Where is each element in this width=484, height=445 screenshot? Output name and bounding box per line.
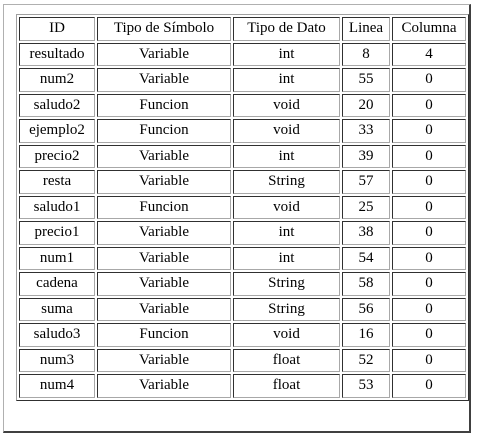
- table-row: num1 Variable int 54 0: [19, 246, 466, 270]
- cell-tipo-dato: int: [233, 221, 340, 245]
- table-row: suma Variable String 56 0: [19, 297, 466, 321]
- header-columna: Columna: [392, 17, 466, 41]
- table-row: cadena Variable String 58 0: [19, 272, 466, 296]
- cell-id: precio1: [19, 221, 95, 245]
- cell-tipo-dato: void: [233, 119, 340, 143]
- cell-tipo-dato: int: [233, 68, 340, 92]
- cell-linea: 57: [342, 170, 390, 194]
- cell-id: saludo3: [19, 323, 95, 347]
- cell-tipo-simbolo: Variable: [97, 42, 231, 66]
- cell-linea: 58: [342, 272, 390, 296]
- cell-tipo-dato: void: [233, 93, 340, 117]
- cell-id: num4: [19, 374, 95, 398]
- cell-tipo-dato: int: [233, 144, 340, 168]
- table-row: num3 Variable float 52 0: [19, 348, 466, 372]
- cell-id: precio2: [19, 144, 95, 168]
- cell-linea: 39: [342, 144, 390, 168]
- cell-tipo-dato: String: [233, 170, 340, 194]
- cell-tipo-simbolo: Funcion: [97, 323, 231, 347]
- cell-tipo-dato: String: [233, 297, 340, 321]
- cell-linea: 38: [342, 221, 390, 245]
- table-row: saludo2 Funcion void 20 0: [19, 93, 466, 117]
- cell-id: cadena: [19, 272, 95, 296]
- cell-tipo-simbolo: Variable: [97, 374, 231, 398]
- cell-columna: 0: [392, 93, 466, 117]
- cell-tipo-dato: float: [233, 348, 340, 372]
- header-row: ID Tipo de Símbolo Tipo de Dato Linea Co…: [19, 17, 466, 41]
- header-tipo-simbolo: Tipo de Símbolo: [97, 17, 231, 41]
- cell-tipo-simbolo: Variable: [97, 348, 231, 372]
- cell-tipo-simbolo: Variable: [97, 246, 231, 270]
- cell-columna: 0: [392, 272, 466, 296]
- cell-tipo-dato: String: [233, 272, 340, 296]
- header-tipo-dato: Tipo de Dato: [233, 17, 340, 41]
- cell-tipo-dato: void: [233, 195, 340, 219]
- cell-id: num1: [19, 246, 95, 270]
- cell-linea: 55: [342, 68, 390, 92]
- symbol-table: ID Tipo de Símbolo Tipo de Dato Linea Co…: [16, 14, 469, 401]
- cell-tipo-simbolo: Funcion: [97, 195, 231, 219]
- cell-columna: 0: [392, 195, 466, 219]
- cell-linea: 33: [342, 119, 390, 143]
- cell-id: num3: [19, 348, 95, 372]
- table-row: ejemplo2 Funcion void 33 0: [19, 119, 466, 143]
- cell-columna: 0: [392, 119, 466, 143]
- cell-tipo-simbolo: Variable: [97, 221, 231, 245]
- cell-id: saludo1: [19, 195, 95, 219]
- cell-tipo-dato: float: [233, 374, 340, 398]
- header-linea: Linea: [342, 17, 390, 41]
- cell-tipo-simbolo: Variable: [97, 170, 231, 194]
- cell-linea: 20: [342, 93, 390, 117]
- cell-columna: 0: [392, 297, 466, 321]
- cell-id: num2: [19, 68, 95, 92]
- cell-linea: 53: [342, 374, 390, 398]
- cell-tipo-simbolo: Variable: [97, 272, 231, 296]
- report-frame: ID Tipo de Símbolo Tipo de Dato Linea Co…: [3, 4, 471, 433]
- cell-columna: 4: [392, 42, 466, 66]
- cell-linea: 16: [342, 323, 390, 347]
- cell-linea: 54: [342, 246, 390, 270]
- cell-tipo-dato: int: [233, 42, 340, 66]
- cell-linea: 52: [342, 348, 390, 372]
- cell-columna: 0: [392, 68, 466, 92]
- table-row: num2 Variable int 55 0: [19, 68, 466, 92]
- cell-linea: 56: [342, 297, 390, 321]
- cell-id: resta: [19, 170, 95, 194]
- cell-tipo-simbolo: Variable: [97, 144, 231, 168]
- cell-id: resultado: [19, 42, 95, 66]
- cell-tipo-simbolo: Funcion: [97, 93, 231, 117]
- cell-id: saludo2: [19, 93, 95, 117]
- cell-tipo-simbolo: Variable: [97, 297, 231, 321]
- table-row: saludo1 Funcion void 25 0: [19, 195, 466, 219]
- cell-columna: 0: [392, 144, 466, 168]
- cell-columna: 0: [392, 323, 466, 347]
- cell-columna: 0: [392, 374, 466, 398]
- table-row: resultado Variable int 8 4: [19, 42, 466, 66]
- cell-columna: 0: [392, 246, 466, 270]
- cell-tipo-dato: void: [233, 323, 340, 347]
- cell-tipo-simbolo: Funcion: [97, 119, 231, 143]
- header-id: ID: [19, 17, 95, 41]
- cell-columna: 0: [392, 221, 466, 245]
- table-row: num4 Variable float 53 0: [19, 374, 466, 398]
- cell-tipo-dato: int: [233, 246, 340, 270]
- table-body: resultado Variable int 8 4 num2 Variable int 55 0…: [19, 42, 466, 398]
- table-row: precio2 Variable int 39 0: [19, 144, 466, 168]
- table-row: resta Variable String 57 0: [19, 170, 466, 194]
- cell-linea: 25: [342, 195, 390, 219]
- cell-linea: 8: [342, 42, 390, 66]
- cell-id: suma: [19, 297, 95, 321]
- table-row: saludo3 Funcion void 16 0: [19, 323, 466, 347]
- cell-id: ejemplo2: [19, 119, 95, 143]
- cell-tipo-simbolo: Variable: [97, 68, 231, 92]
- cell-columna: 0: [392, 170, 466, 194]
- cell-columna: 0: [392, 348, 466, 372]
- table-row: precio1 Variable int 38 0: [19, 221, 466, 245]
